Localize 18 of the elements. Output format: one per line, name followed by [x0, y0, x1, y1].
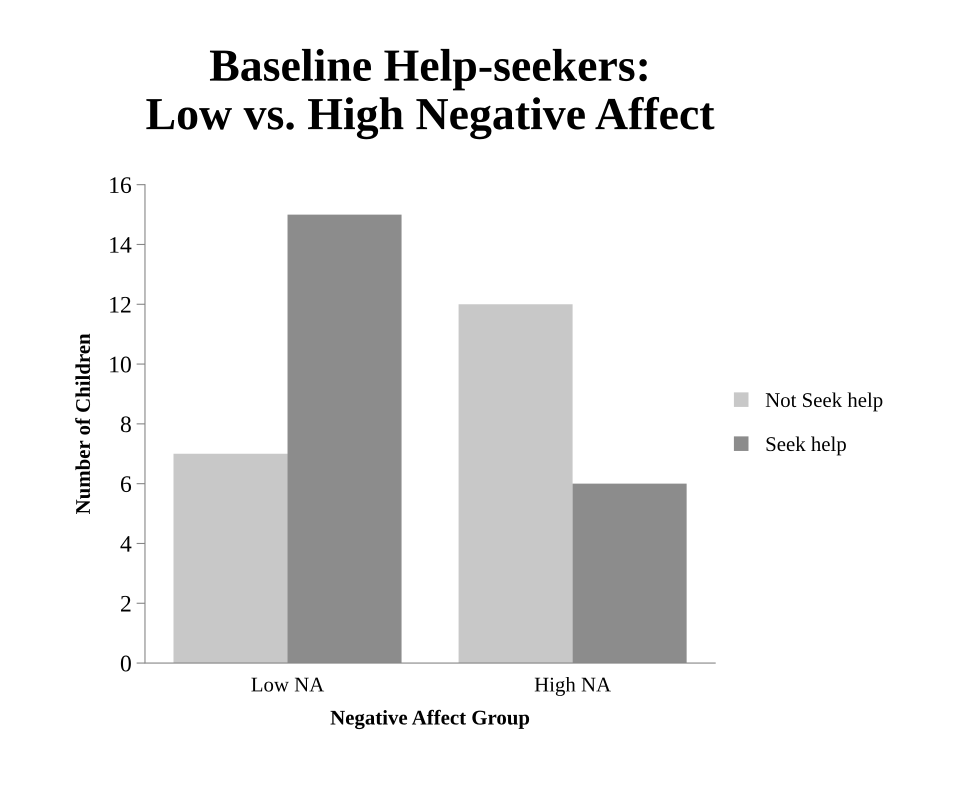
y-tick-label: 16	[110, 177, 132, 194]
y-tick-label: 12	[110, 296, 130, 312]
x-tick-label: High NA	[534, 676, 611, 696]
y-tick-label: 14	[110, 237, 132, 253]
y-tick-label: 2	[121, 596, 130, 612]
y-tick-label: 6	[120, 476, 132, 492]
y-tick-label: 10	[110, 356, 131, 372]
x-tick-label: Low NA	[251, 678, 324, 692]
chart-title: Baseline Help-seekers: Low vs. High Negative Affect	[146, 48, 714, 140]
bar	[173, 454, 288, 664]
y-tick-label: 8	[120, 416, 131, 432]
legend-label: Not Seek help	[766, 392, 882, 412]
y-axis-title: Number of Children	[75, 334, 90, 514]
y-tick-label: 0	[120, 656, 131, 672]
bar	[458, 304, 573, 664]
x-axis-title: Negative Affect Group	[330, 710, 530, 730]
y-tick-label: 4	[120, 536, 132, 552]
legend-label: Seek help	[766, 436, 846, 456]
